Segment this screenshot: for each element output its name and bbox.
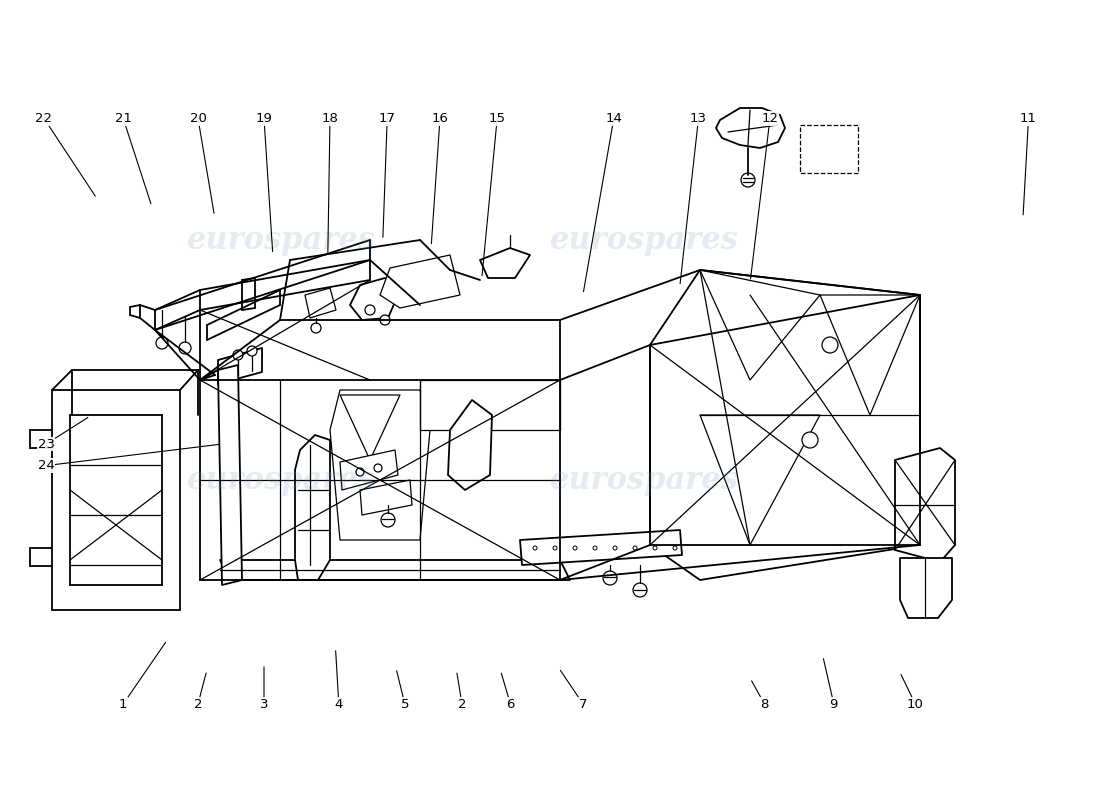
Circle shape	[802, 432, 818, 448]
Polygon shape	[218, 348, 262, 384]
Polygon shape	[340, 395, 400, 460]
Circle shape	[603, 571, 617, 585]
Circle shape	[632, 546, 637, 550]
Text: eurospares: eurospares	[550, 225, 739, 255]
Text: eurospares: eurospares	[187, 225, 376, 255]
Polygon shape	[520, 530, 682, 565]
Text: 1: 1	[119, 698, 128, 710]
Text: 23: 23	[37, 438, 55, 450]
Polygon shape	[820, 295, 920, 415]
Polygon shape	[295, 435, 330, 580]
Text: 12: 12	[761, 112, 779, 125]
Polygon shape	[218, 365, 242, 585]
Text: 5: 5	[400, 698, 409, 710]
Text: 15: 15	[488, 112, 506, 125]
Text: 8: 8	[760, 698, 769, 710]
Text: 19: 19	[255, 112, 273, 125]
Circle shape	[356, 468, 364, 476]
Text: eurospares: eurospares	[550, 465, 739, 495]
Polygon shape	[900, 558, 952, 618]
Circle shape	[822, 337, 838, 353]
Polygon shape	[350, 278, 398, 320]
Text: 7: 7	[579, 698, 587, 710]
Circle shape	[553, 546, 557, 550]
Circle shape	[653, 546, 657, 550]
Circle shape	[573, 546, 578, 550]
Text: 10: 10	[906, 698, 924, 710]
Circle shape	[534, 546, 537, 550]
Text: 13: 13	[690, 112, 707, 125]
Text: 3: 3	[260, 698, 268, 710]
Text: 17: 17	[378, 112, 396, 125]
Polygon shape	[700, 415, 820, 545]
Polygon shape	[448, 400, 492, 490]
Polygon shape	[360, 480, 412, 515]
Circle shape	[374, 464, 382, 472]
Circle shape	[741, 173, 755, 187]
Polygon shape	[700, 270, 820, 380]
Circle shape	[381, 513, 395, 527]
Text: 16: 16	[431, 112, 449, 125]
Text: 18: 18	[321, 112, 339, 125]
Polygon shape	[379, 255, 460, 308]
Circle shape	[365, 305, 375, 315]
Polygon shape	[895, 448, 955, 562]
Text: eurospares: eurospares	[187, 465, 376, 495]
Polygon shape	[716, 108, 785, 148]
Polygon shape	[305, 288, 336, 318]
Polygon shape	[340, 450, 398, 490]
Polygon shape	[480, 248, 530, 278]
Text: 11: 11	[1020, 112, 1037, 125]
Polygon shape	[220, 560, 570, 580]
Circle shape	[379, 315, 390, 325]
Circle shape	[673, 546, 676, 550]
Text: 2: 2	[194, 698, 202, 710]
Circle shape	[179, 342, 191, 354]
Bar	[800, 125, 858, 173]
Circle shape	[311, 323, 321, 333]
Circle shape	[233, 350, 243, 360]
Text: 4: 4	[334, 698, 343, 710]
Text: 24: 24	[37, 459, 55, 472]
Polygon shape	[330, 390, 430, 540]
Text: 6: 6	[506, 698, 515, 710]
Text: 21: 21	[114, 112, 132, 125]
Text: 22: 22	[35, 112, 53, 125]
Circle shape	[156, 337, 168, 349]
Text: 14: 14	[605, 112, 623, 125]
Circle shape	[613, 546, 617, 550]
Polygon shape	[650, 270, 920, 580]
Circle shape	[593, 546, 597, 550]
Circle shape	[632, 583, 647, 597]
Text: 2: 2	[458, 698, 466, 710]
Polygon shape	[420, 380, 560, 430]
Circle shape	[248, 346, 257, 356]
Text: 20: 20	[189, 112, 207, 125]
Text: 9: 9	[829, 698, 838, 710]
